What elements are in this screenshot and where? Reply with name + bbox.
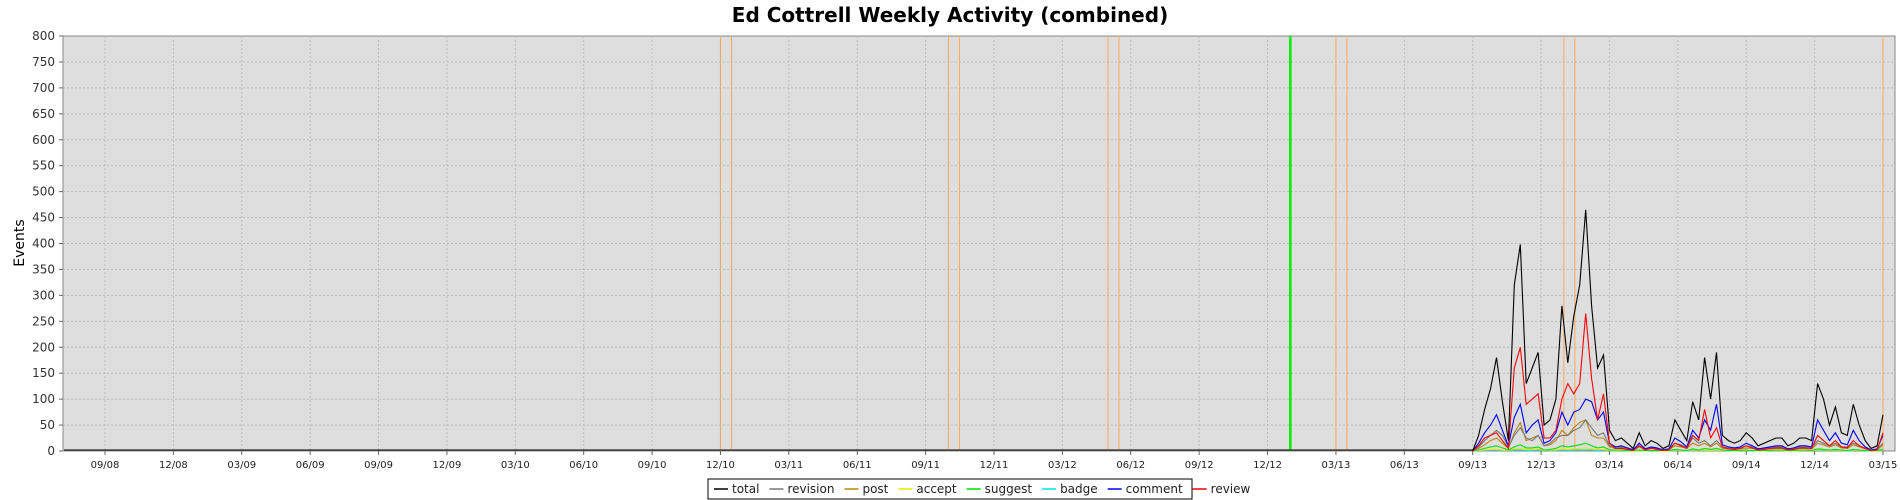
x-tick-label: 06/12 xyxy=(1116,460,1145,471)
x-tick-label: 09/08 xyxy=(91,460,120,471)
chart-title: Ed Cottrell Weekly Activity (combined) xyxy=(732,3,1168,27)
series-lines xyxy=(64,209,1884,452)
x-tick-label: 03/12 xyxy=(1048,460,1077,471)
x-tick-label: 09/10 xyxy=(638,460,667,471)
legend-label-suggest: suggest xyxy=(985,482,1033,496)
x-axis: 09/08 12/08 03/09 06/09 09/09 12/09 03/10 06/10… xyxy=(91,451,1898,471)
x-tick-label: 09/12 xyxy=(1185,460,1214,471)
x-tick-label: 12/14 xyxy=(1800,460,1829,471)
y-tick-label: 700 xyxy=(32,81,55,95)
y-tick-label: 200 xyxy=(32,340,55,354)
x-tick-label: 06/14 xyxy=(1663,460,1692,471)
y-tick-label: 350 xyxy=(32,262,55,276)
x-tick-label: 09/13 xyxy=(1458,460,1487,471)
x-tick-label: 12/08 xyxy=(159,460,188,471)
x-tick-label: 09/09 xyxy=(364,460,393,471)
y-tick-label: 750 xyxy=(32,55,55,69)
y-tick-label: 150 xyxy=(32,366,55,380)
legend-label-review: review xyxy=(1211,482,1251,496)
series-line-comment xyxy=(1472,398,1884,452)
x-tick-label: 12/13 xyxy=(1527,460,1556,471)
x-tick-label: 03/14 xyxy=(1595,460,1624,471)
y-tick-label: 400 xyxy=(32,237,55,251)
y-tick-label: 0 xyxy=(47,444,55,458)
x-tick-label: 06/11 xyxy=(843,460,872,471)
y-tick-label: 450 xyxy=(32,211,55,225)
x-tick-label: 12/09 xyxy=(433,460,462,471)
legend-box xyxy=(707,478,1193,500)
vertical-markers xyxy=(719,36,1884,451)
x-tick-label: 06/10 xyxy=(569,460,598,471)
x-tick-label: 03/13 xyxy=(1322,460,1351,471)
y-tick-label: 250 xyxy=(32,314,55,328)
x-tick-label: 12/11 xyxy=(980,460,1009,471)
legend-label-comment: comment xyxy=(1126,482,1183,496)
y-tick-label: 500 xyxy=(32,185,55,199)
y-axis-title: Events xyxy=(12,219,28,266)
legend-label-total: total xyxy=(732,482,759,496)
y-tick-label: 800 xyxy=(32,29,55,43)
y-tick-label: 300 xyxy=(32,288,55,302)
x-tick-label: 03/10 xyxy=(501,460,530,471)
y-axis: 0 50 100 150 200 250 300 350 400 450 500 550 600 650 7… xyxy=(32,29,63,458)
x-tick-label: 03/15 xyxy=(1869,460,1898,471)
grid xyxy=(63,36,1895,451)
series-line-review xyxy=(1472,313,1884,452)
legend-label-revision: revision xyxy=(787,482,834,496)
y-tick-label: 50 xyxy=(40,418,55,432)
legend-label-badge: badge xyxy=(1060,482,1098,496)
x-tick-label: 09/14 xyxy=(1732,460,1761,471)
legend-label-accept: accept xyxy=(916,482,957,496)
legend-label-post: post xyxy=(862,482,888,496)
x-tick-label: 03/09 xyxy=(227,460,256,471)
x-tick-label: 12/10 xyxy=(706,460,735,471)
series-line-total xyxy=(1472,209,1884,452)
y-tick-label: 600 xyxy=(32,133,55,147)
legend: total revision post accept suggest badge comme… xyxy=(707,478,1251,500)
x-tick-label: 03/11 xyxy=(774,460,803,471)
x-tick-label: 06/13 xyxy=(1390,460,1419,471)
y-tick-label: 550 xyxy=(32,159,55,173)
legend-items: total revision post accept suggest badge comme… xyxy=(714,482,1251,496)
x-tick-label: 12/12 xyxy=(1253,460,1282,471)
series-line-suggest xyxy=(1472,442,1884,452)
x-tick-label: 09/11 xyxy=(911,460,940,471)
y-tick-label: 650 xyxy=(32,107,55,121)
x-tick-label: 06/09 xyxy=(296,460,325,471)
y-tick-label: 100 xyxy=(32,392,55,406)
